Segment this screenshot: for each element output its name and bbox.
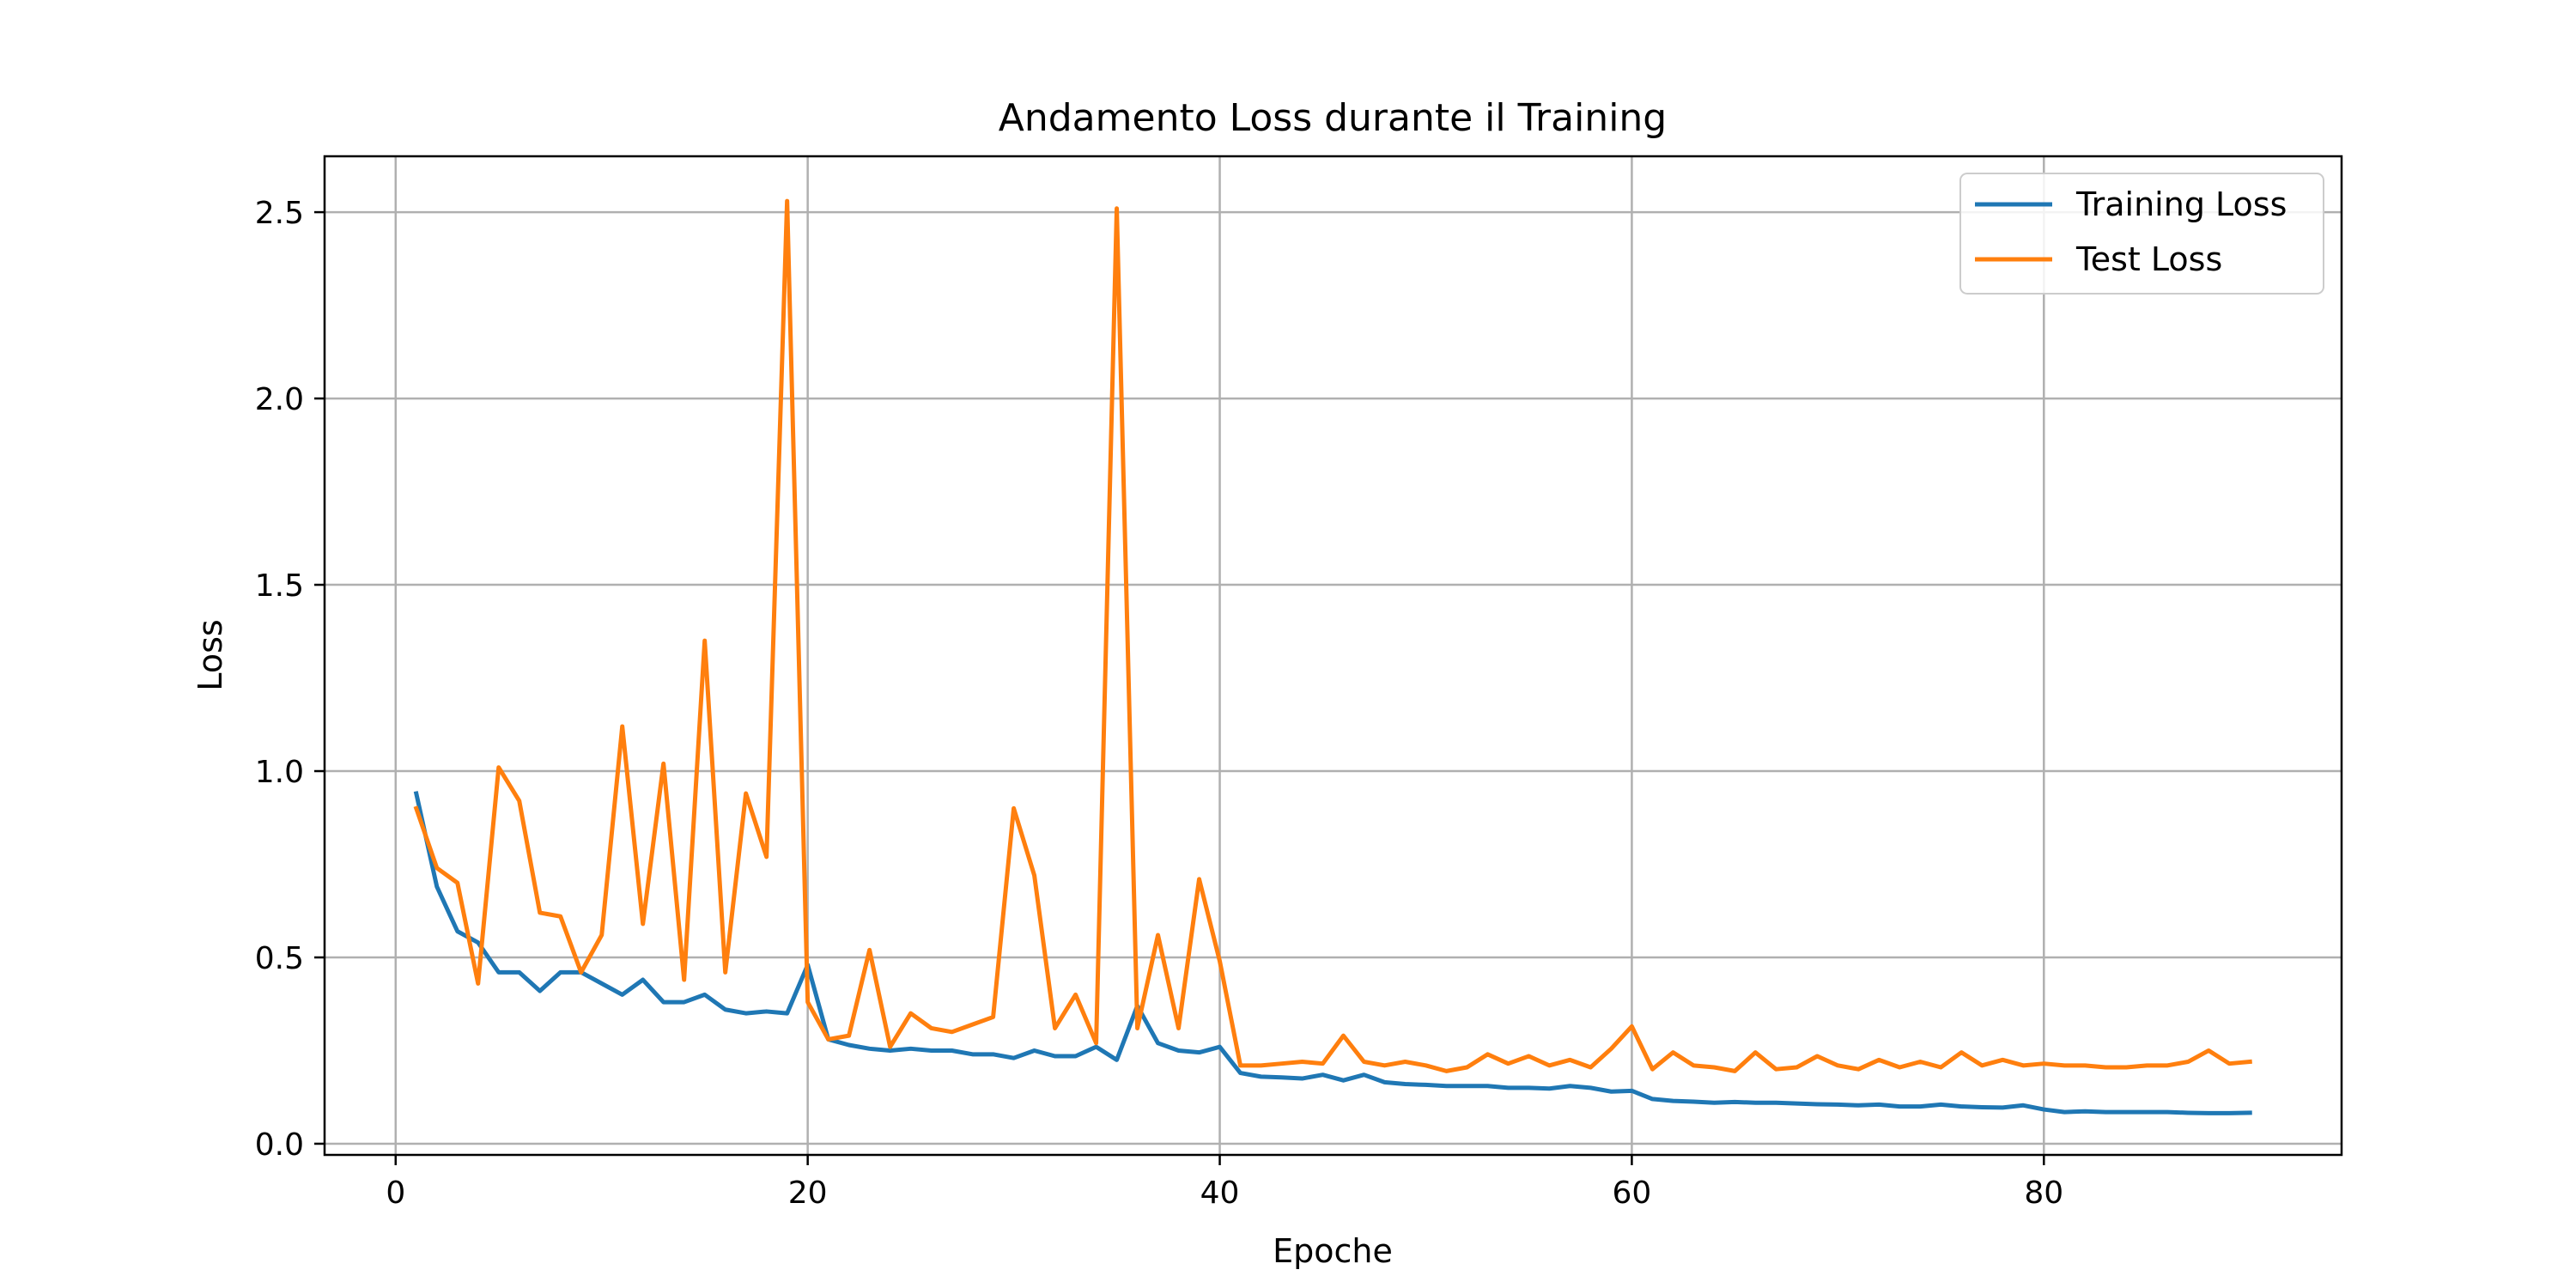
legend: Training Loss Test Loss [1959,173,2324,295]
x-tick-label: 40 [1200,1176,1240,1211]
x-tick-label: 0 [386,1176,405,1211]
y-tick-label: 2.5 [255,196,304,231]
series-line-test-loss [413,198,2252,1073]
y-tick-label: 0.5 [255,941,304,976]
x-axis-label: Epoche [1273,1232,1393,1270]
legend-label-test-loss: Test Loss [2075,240,2222,278]
y-tick-label: 1.5 [255,568,304,604]
x-tick-label: 60 [1613,1176,1652,1211]
legend-label-training-loss: Training Loss [2075,185,2287,223]
series-lines [413,198,2252,1115]
chart-title: Andamento Loss durante il Training [999,96,1667,140]
plot-frame [323,155,2343,1157]
axis-ticks: 0 20 40 60 80 0.0 0.5 1.0 1.5 2.0 2.5 [255,196,2063,1211]
series-line-training-loss [413,791,2252,1115]
y-axis-label: Loss [191,619,229,690]
x-tick-label: 20 [788,1176,828,1211]
x-tick-label: 80 [2024,1176,2063,1211]
y-tick-label: 2.0 [255,382,304,417]
y-tick-label: 0.0 [255,1127,304,1163]
y-tick-label: 1.0 [255,755,304,790]
